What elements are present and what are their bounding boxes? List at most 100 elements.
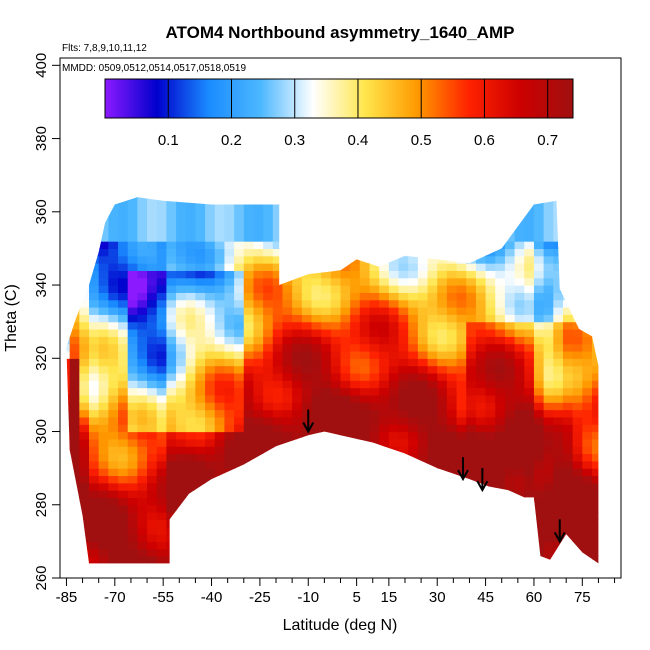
heatmap-cell xyxy=(214,204,226,213)
heatmap-cell xyxy=(427,490,438,499)
heatmap-cell xyxy=(98,409,109,418)
heatmap-cell xyxy=(446,321,458,330)
heatmap-cell xyxy=(89,321,100,330)
heatmap-cell xyxy=(108,468,119,477)
heatmap-cell xyxy=(69,431,80,440)
heatmap-cell xyxy=(282,292,293,301)
heatmap-cell xyxy=(466,519,477,528)
heatmap-cell xyxy=(79,372,90,381)
heatmap-cell xyxy=(485,321,496,330)
heatmap-cell xyxy=(118,211,129,220)
heatmap-cell xyxy=(321,277,332,286)
heatmap-cell xyxy=(272,204,284,213)
heatmap-cell xyxy=(108,409,119,418)
heatmap-cell xyxy=(591,394,599,403)
heatmap-cell xyxy=(524,226,535,235)
heatmap-cell xyxy=(214,446,226,455)
heatmap-cell xyxy=(602,556,612,564)
heatmap-cell xyxy=(176,270,187,279)
heatmap-cell xyxy=(533,299,545,308)
heatmap-cell xyxy=(504,307,516,315)
heatmap-cell xyxy=(533,285,545,293)
heatmap-cell xyxy=(224,358,235,367)
heatmap-cell xyxy=(282,541,293,550)
heatmap-cell xyxy=(340,512,351,520)
heatmap-cell xyxy=(253,204,264,213)
heatmap-cell xyxy=(379,328,390,337)
heatmap-cell xyxy=(379,416,390,425)
heatmap-cell xyxy=(66,270,71,279)
heatmap-cell xyxy=(321,416,332,425)
heatmap-cell xyxy=(398,255,409,264)
heatmap-cell xyxy=(195,336,206,345)
heatmap-cell xyxy=(533,307,545,315)
heatmap-cell xyxy=(243,226,255,235)
heatmap-cell xyxy=(446,416,458,425)
heatmap-cell xyxy=(79,358,90,367)
heatmap-cell xyxy=(495,226,506,235)
heatmap-cell xyxy=(572,563,583,564)
heatmap-cell xyxy=(79,409,90,418)
heatmap-cell xyxy=(582,541,593,550)
heatmap-cell xyxy=(292,541,303,550)
heatmap-cell xyxy=(437,241,448,250)
heatmap-cell xyxy=(292,512,303,520)
heatmap-cell xyxy=(533,328,545,337)
heatmap-cell xyxy=(330,307,342,315)
heatmap-cell xyxy=(156,307,167,315)
heatmap-cell xyxy=(243,233,255,242)
heatmap-cell xyxy=(147,233,158,242)
heatmap-cell xyxy=(66,519,71,528)
heatmap-cell xyxy=(137,226,148,235)
heatmap-cell xyxy=(243,211,255,220)
heatmap-cell xyxy=(214,307,226,315)
heatmap-cell xyxy=(253,255,264,264)
heatmap-cell xyxy=(263,563,274,564)
heatmap-cell xyxy=(369,321,380,330)
heatmap-cell xyxy=(446,526,458,535)
heatmap-cell xyxy=(562,490,574,499)
heatmap-cell xyxy=(272,321,284,330)
heatmap-cell xyxy=(253,197,264,198)
heatmap-cell xyxy=(69,197,80,206)
heatmap-cell xyxy=(562,255,574,264)
heatmap-cell xyxy=(359,365,371,374)
heatmap-cell xyxy=(408,504,419,513)
heatmap-cell xyxy=(350,350,361,359)
heatmap-cell xyxy=(504,394,516,403)
heatmap-cell xyxy=(466,248,477,257)
heatmap-cell xyxy=(127,263,138,271)
heatmap-cell xyxy=(475,197,487,198)
heatmap-cell xyxy=(417,416,429,425)
heatmap-cell xyxy=(475,497,487,506)
heatmap-cell xyxy=(591,226,599,235)
heatmap-cell xyxy=(504,358,516,367)
heatmap-cell xyxy=(514,336,525,345)
heatmap-cell xyxy=(137,241,148,250)
heatmap-cell xyxy=(243,446,255,455)
heatmap-cell xyxy=(195,556,206,564)
heatmap-cell xyxy=(176,233,187,242)
heatmap-cell xyxy=(388,541,400,550)
heatmap-cell xyxy=(137,497,148,506)
heatmap-cell xyxy=(427,438,438,447)
heatmap-cell xyxy=(350,468,361,477)
heatmap-cell xyxy=(369,380,380,389)
heatmap-cell xyxy=(118,197,129,198)
heatmap-cell xyxy=(379,431,390,440)
heatmap-cell xyxy=(582,556,593,564)
heatmap-cell xyxy=(582,299,593,308)
heatmap-cell xyxy=(495,526,506,535)
heatmap-cell xyxy=(350,277,361,286)
heatmap-cell xyxy=(156,211,167,220)
heatmap-cell xyxy=(340,197,351,198)
heatmap-cell xyxy=(224,197,235,206)
heatmap-cell xyxy=(330,314,342,323)
heatmap-cell xyxy=(398,387,409,396)
heatmap-cell xyxy=(147,563,158,564)
heatmap-cell xyxy=(427,526,438,535)
heatmap-cell xyxy=(543,453,554,462)
heatmap-cell xyxy=(543,416,554,425)
heatmap-cell xyxy=(292,519,303,528)
heatmap-cell xyxy=(118,431,129,440)
